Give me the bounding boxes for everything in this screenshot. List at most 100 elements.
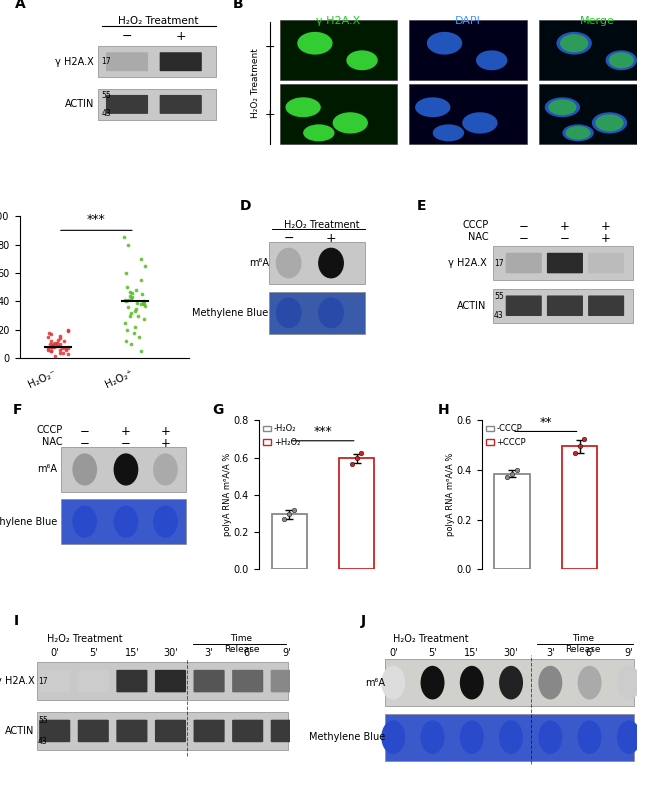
Point [133,309,144,322]
Text: 55: 55 [494,292,504,301]
Text: +: + [601,232,611,245]
Point [136,288,147,301]
Point [44,343,54,356]
Text: 3': 3' [546,649,554,658]
Point [123,301,133,313]
Text: +: + [601,220,611,234]
Text: −: − [80,436,90,450]
Point [129,320,140,333]
Point [42,342,53,355]
Text: CCCP: CCCP [36,425,62,435]
Point [51,339,62,352]
Point [280,513,290,525]
FancyBboxPatch shape [506,296,542,316]
Text: NAC: NAC [468,232,489,242]
Text: −: − [519,220,528,234]
Text: H₂O₂ Treatment: H₂O₂ Treatment [252,48,261,118]
Ellipse shape [560,34,588,52]
Ellipse shape [578,666,602,700]
Point [575,440,585,452]
Text: ***: *** [87,213,106,226]
FancyBboxPatch shape [39,670,70,692]
Bar [495,474,530,569]
FancyBboxPatch shape [160,52,202,72]
Ellipse shape [617,666,641,700]
FancyBboxPatch shape [78,719,109,743]
Ellipse shape [433,124,464,142]
Point [138,295,149,308]
Text: ACTIN: ACTIN [5,726,34,736]
Point [125,289,135,302]
Ellipse shape [606,50,637,70]
Point [124,309,135,322]
Text: γ H2A.X: γ H2A.X [448,258,487,268]
Point [136,345,147,358]
Text: 43: 43 [494,311,504,320]
FancyBboxPatch shape [506,253,542,273]
Point [46,328,56,340]
Ellipse shape [382,666,405,700]
Ellipse shape [427,32,462,55]
Text: 30': 30' [504,649,519,658]
Ellipse shape [462,112,497,134]
Ellipse shape [476,50,508,70]
Point [512,463,522,476]
Point [55,347,65,359]
Text: 5': 5' [428,649,437,658]
Point [50,349,60,362]
Text: G: G [212,403,224,417]
Point [289,503,299,516]
Point [121,295,131,308]
Point [134,331,144,343]
Text: CCCP: CCCP [463,220,489,231]
Ellipse shape [608,52,634,68]
Text: 43: 43 [101,109,111,118]
Legend: -H₂O₂, +H₂O₂: -H₂O₂, +H₂O₂ [263,425,300,447]
Text: Methylene Blue: Methylene Blue [192,308,268,318]
Point [130,305,140,318]
Text: 0': 0' [389,649,398,658]
Text: −: − [519,232,528,245]
Text: +: + [326,232,336,245]
Point [53,334,64,347]
Text: 55: 55 [38,716,47,725]
FancyBboxPatch shape [232,719,263,743]
FancyBboxPatch shape [98,89,216,120]
FancyBboxPatch shape [410,84,527,144]
FancyBboxPatch shape [98,46,216,77]
Text: −: − [265,41,275,54]
Text: +: + [176,30,186,44]
Point [346,458,357,471]
Ellipse shape [153,506,178,537]
Point [60,342,70,355]
Legend: -CCCP, +CCCP: -CCCP, +CCCP [486,425,526,447]
FancyBboxPatch shape [268,292,365,334]
Point [127,291,138,304]
Point [140,300,150,312]
Ellipse shape [382,720,405,754]
Text: 6': 6' [243,649,252,658]
FancyBboxPatch shape [493,289,633,323]
Ellipse shape [72,453,97,486]
Ellipse shape [346,50,378,70]
Ellipse shape [592,112,627,134]
Text: γ H2A.X: γ H2A.X [55,56,94,67]
FancyBboxPatch shape [270,719,302,743]
Text: +: + [161,425,170,438]
Ellipse shape [595,114,623,131]
Text: ***: *** [313,425,332,438]
FancyBboxPatch shape [410,21,527,80]
FancyBboxPatch shape [270,670,302,692]
Point [352,452,362,465]
Point [140,259,151,272]
Text: E: E [417,200,426,213]
Point [125,338,136,351]
Text: 43: 43 [38,737,47,746]
Ellipse shape [421,720,445,754]
Point [57,342,68,355]
Text: B: B [233,0,243,10]
Point [43,331,53,343]
Point [59,335,70,347]
Point [125,285,135,298]
Point [132,297,142,309]
